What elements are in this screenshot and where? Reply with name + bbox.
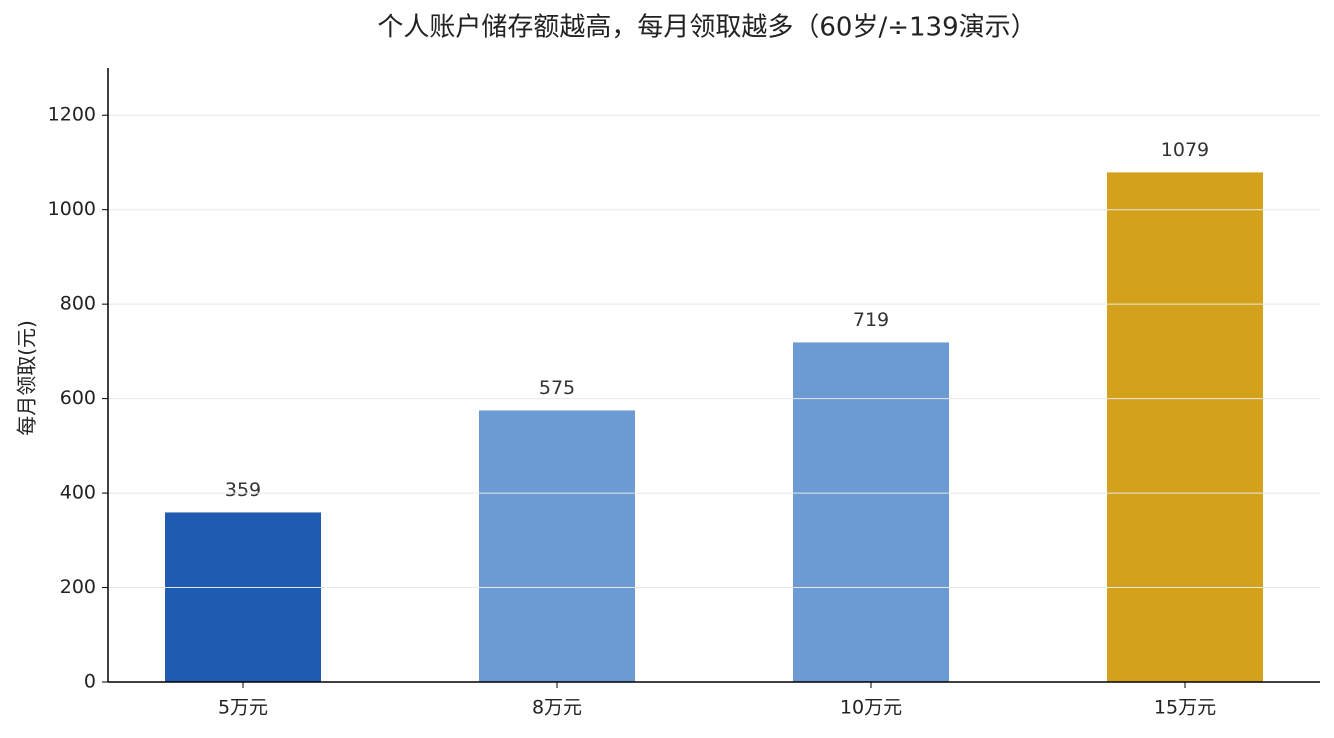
x-tick-label: 8万元 bbox=[532, 697, 582, 719]
value-label: 1079 bbox=[1161, 139, 1209, 161]
y-axis-label: 每月领取(元) bbox=[15, 320, 39, 436]
bar bbox=[792, 342, 949, 682]
x-tick-label: 10万元 bbox=[840, 697, 902, 719]
bar bbox=[479, 410, 636, 682]
y-tick-label: 0 bbox=[84, 671, 96, 693]
y-tick-label: 800 bbox=[60, 293, 96, 315]
y-tick-label: 600 bbox=[60, 387, 96, 409]
x-tick-label: 5万元 bbox=[218, 697, 268, 719]
y-tick-label: 1000 bbox=[48, 198, 96, 220]
x-tick-label: 15万元 bbox=[1154, 697, 1216, 719]
bar bbox=[1106, 172, 1263, 682]
value-label: 575 bbox=[539, 377, 575, 399]
value-label: 719 bbox=[853, 309, 889, 331]
y-tick-label: 1200 bbox=[48, 104, 96, 126]
value-label: 359 bbox=[225, 479, 261, 501]
y-tick-label: 200 bbox=[60, 576, 96, 598]
bar bbox=[165, 512, 322, 682]
y-tick-label: 400 bbox=[60, 482, 96, 504]
chart-title: 个人账户储存额越高，每月领取越多（60岁/÷139演示） bbox=[377, 13, 1036, 43]
